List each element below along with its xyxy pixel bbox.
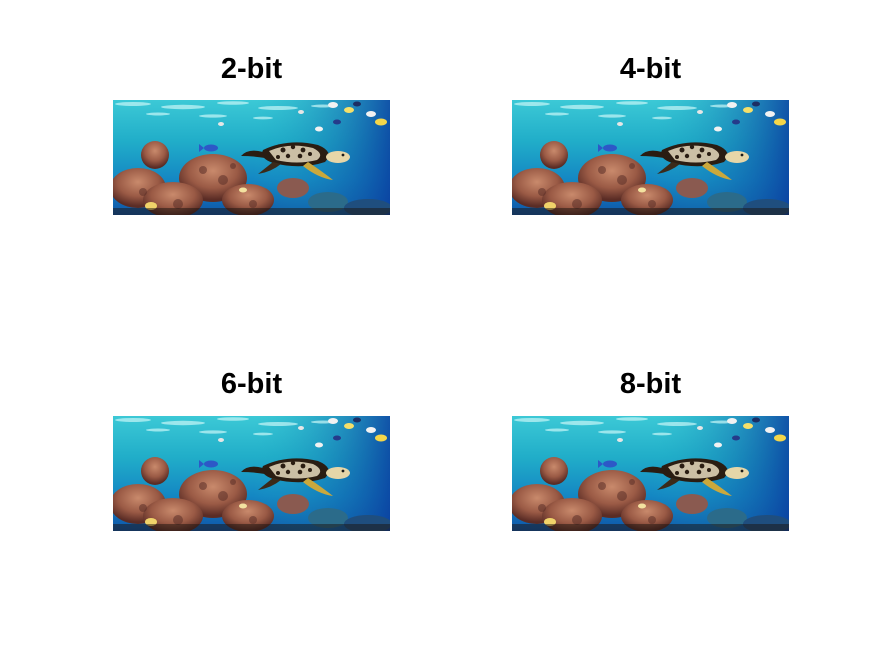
coral-reef-turtle-image (113, 100, 390, 215)
coral-reef-turtle-image (512, 416, 789, 531)
panel-title: 4-bit (619, 53, 682, 85)
panel-title: 2-bit (220, 53, 283, 85)
coral-reef-turtle-image (512, 100, 789, 215)
panel-title: 8-bit (619, 368, 682, 400)
coral-reef-turtle-image (113, 416, 390, 531)
panel-title: 6-bit (220, 368, 283, 400)
